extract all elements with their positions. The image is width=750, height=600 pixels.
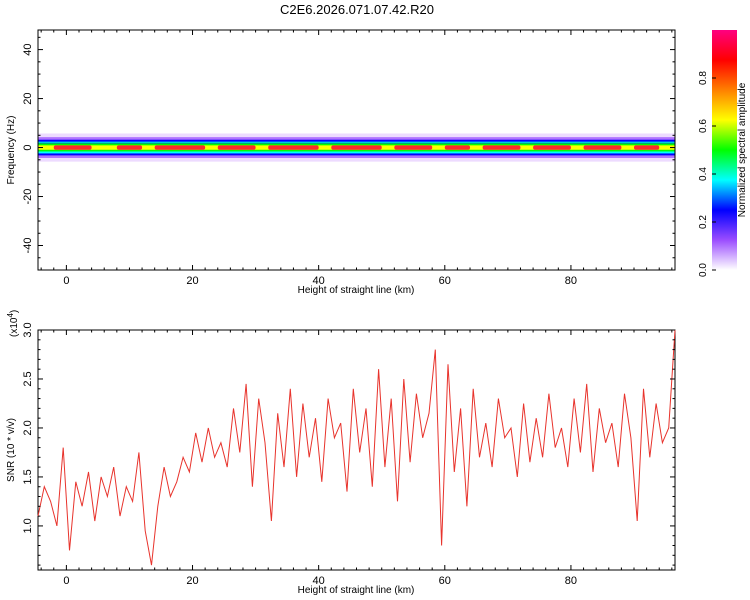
bottom-y-axis-ticks: 1.0 1.5 2.0 2.5 3.0 <box>22 322 675 566</box>
colorbar-tick-label: 0.0 <box>698 263 709 277</box>
colorbar: 0.0 0.2 0.4 0.6 0.8 Normalized spectral ampl… <box>698 30 748 277</box>
y-multiplier-base: (x10 <box>9 317 20 337</box>
x-tick-label: 0 <box>63 275 69 287</box>
y-tick-label: 2.0 <box>22 420 34 435</box>
colorbar-tick-label: 0.2 <box>698 215 709 229</box>
y-multiplier-note: (x104) <box>6 310 20 337</box>
band-peak-segment <box>394 145 433 150</box>
figure-title: C2E6.2026.071.07.42.R20 <box>280 2 434 17</box>
x-tick-label: 40 <box>313 275 325 287</box>
snr-panel: 0 20 40 60 80 1.0 1.5 2.0 2.5 3.0 Height of stra… <box>6 310 676 596</box>
bottom-x-axis-ticks: 0 20 40 60 80 <box>40 330 673 587</box>
colorbar-tick-label: 0.8 <box>698 71 709 85</box>
y-tick-label: 2.5 <box>22 371 34 386</box>
band-peak-segment <box>583 145 622 150</box>
x-tick-label: 80 <box>565 575 577 587</box>
bottom-y-axis-label: SNR (10 * v/v) <box>6 418 17 482</box>
band-peak-segment <box>331 145 382 150</box>
snr-frame <box>37 329 676 571</box>
x-tick-label: 20 <box>186 275 198 287</box>
top-y-axis-label: Frequency (Hz) <box>6 116 17 185</box>
x-tick-label: 20 <box>186 575 198 587</box>
x-tick-label: 40 <box>313 575 325 587</box>
y-tick-label: 1.5 <box>22 469 34 484</box>
x-tick-label: 60 <box>439 275 451 287</box>
x-tick-label: 0 <box>63 575 69 587</box>
band-peak-segment <box>154 145 206 150</box>
x-tick-label: 60 <box>439 575 451 587</box>
y-tick-label: 20 <box>22 92 34 104</box>
snr-series-line <box>37 329 676 566</box>
band-peak-segment <box>268 145 319 150</box>
y-tick-label: 40 <box>22 43 34 55</box>
colorbar-tick-label: 0.4 <box>698 167 709 181</box>
top-x-axis-ticks: 0 20 40 60 80 <box>40 30 673 287</box>
frequency-band <box>38 133 675 162</box>
y-tick-label: -40 <box>22 238 34 254</box>
band-peak-segment <box>634 145 660 150</box>
band-peak-segment <box>53 145 92 150</box>
top-y-axis-ticks: -40 -20 0 20 40 <box>22 36 675 271</box>
band-peak-segment <box>116 145 143 150</box>
x-tick-label: 80 <box>565 275 577 287</box>
top-x-axis-label: Height of straight line (km) <box>298 285 415 296</box>
band-peak-segment <box>444 145 471 150</box>
y-tick-label: 0 <box>22 144 34 150</box>
svg-text:(x104): (x104) <box>6 310 20 337</box>
band-peak-segment <box>533 145 571 150</box>
band-peak-segment <box>482 145 521 150</box>
y-tick-label: 1.0 <box>22 518 34 533</box>
band-peak-segment <box>217 145 256 150</box>
colorbar-tick-label: 0.6 <box>698 119 709 133</box>
colorbar-label: Normalized spectral amplitude <box>737 82 748 217</box>
y-tick-label: -20 <box>22 189 34 205</box>
colorbar-ticks: 0.0 0.2 0.4 0.6 0.8 <box>698 71 716 277</box>
colorbar-gradient <box>712 30 737 270</box>
y-multiplier-exponent: 4 <box>6 313 15 318</box>
spectrogram-panel: 0 20 40 60 80 -40 -20 0 20 40 Height of straight… <box>6 29 676 296</box>
y-multiplier-close: ) <box>9 310 20 313</box>
y-tick-label: 3.0 <box>22 322 34 337</box>
bottom-x-axis-label: Height of straight line (km) <box>298 585 415 596</box>
